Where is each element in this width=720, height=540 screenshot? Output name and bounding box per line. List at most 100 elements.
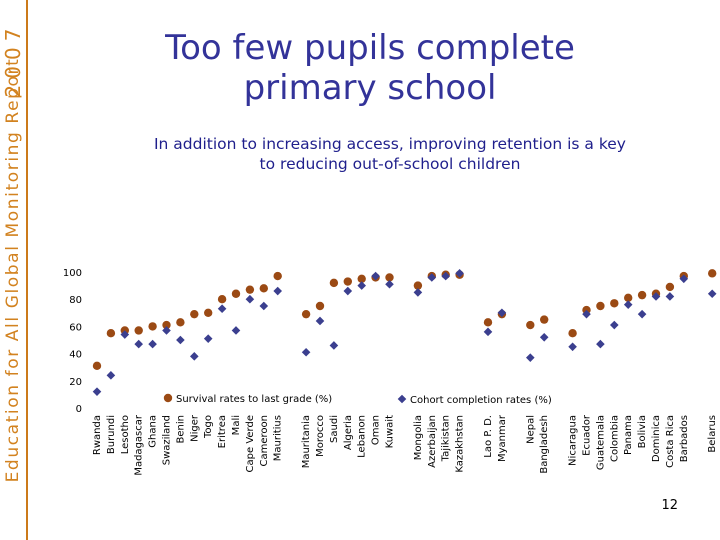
category-label: Ecuador [582, 414, 593, 456]
survival-rate-point [190, 309, 199, 319]
category-label: Algeria [343, 415, 354, 450]
cohort-completion-point [427, 273, 437, 282]
category-label: Ghana [148, 415, 159, 448]
category-label: Togo [203, 415, 214, 439]
y-tick-label: 20 [69, 377, 82, 388]
cohort-completion-point [483, 327, 493, 337]
cohort-completion-point [665, 292, 675, 301]
page-number: 12 [661, 498, 678, 513]
survival-rate-point [413, 281, 423, 290]
cohort-completion-point [637, 309, 647, 319]
legend-cohort-label: Cohort completion rates (%) [410, 395, 552, 406]
cohort-completion-point [231, 326, 241, 335]
survival-rate-point [665, 282, 675, 292]
category-label: Nepal [525, 415, 536, 444]
cohort-completion-point [623, 300, 633, 309]
y-tick-label: 40 [69, 350, 82, 361]
category-label: Myanmar [497, 414, 508, 462]
cohort-completion-point [217, 304, 227, 314]
survival-rate-point [343, 277, 352, 286]
category-label: Niger [189, 414, 200, 442]
category-label: Cape Verde [245, 415, 256, 472]
category-label: Swaziland [162, 415, 173, 465]
category-label: Saudi [329, 415, 340, 443]
survival-rate-point [329, 278, 339, 288]
cohort-completion-point [245, 294, 255, 304]
cohort-completion-point [315, 316, 325, 326]
category-label: Bolivia [637, 415, 648, 448]
survival-rate-point [610, 299, 619, 308]
slide-title-line-1: Too few pupils complete [165, 28, 575, 68]
category-label: Kuwait [385, 415, 396, 448]
category-label: Panama [623, 415, 634, 455]
survival-rate-point [708, 269, 717, 278]
cohort-completion-point [679, 274, 689, 284]
legend-survival-label: Survival rates to last grade (%) [176, 394, 332, 405]
survival-rate-point [624, 293, 633, 303]
category-label: Eritrea [217, 415, 228, 448]
cohort-completion-point [707, 289, 717, 299]
survival-rate-point [568, 329, 577, 338]
survival-rate-point [483, 318, 493, 327]
category-label: Costa Rica [665, 415, 676, 468]
category-label: Madagascar [134, 414, 145, 476]
y-tick-label: 0 [76, 404, 82, 415]
survival-rate-point [204, 308, 213, 317]
survival-rate-point [540, 315, 549, 324]
category-label: Mongolia [413, 415, 424, 460]
cohort-completion-point [539, 332, 549, 342]
category-label: Azerbaijan [427, 415, 438, 468]
category-label: Rwanda [92, 415, 103, 455]
cohort-completion-point [134, 339, 143, 349]
cohort-completion-point [106, 371, 116, 380]
survival-rate-point [526, 320, 535, 330]
cohort-completion-point [596, 339, 605, 349]
legend-cohort-marker [397, 394, 407, 404]
category-label: Mali [231, 415, 242, 435]
cohort-completion-point [329, 341, 339, 350]
survival-rate-point [134, 326, 143, 335]
category-label: Burundi [106, 415, 117, 454]
slide-title: Too few pupils complete primary school [60, 28, 680, 108]
y-tick-label: 100 [63, 268, 82, 279]
category-label: Dominica [651, 415, 662, 462]
category-label: Lesotho [120, 415, 131, 454]
slide-title-line-2: primary school [243, 68, 497, 108]
cohort-completion-point [148, 339, 157, 349]
cohort-completion-point [610, 320, 619, 330]
cohort-completion-point [413, 288, 423, 297]
y-tick-label: 60 [69, 322, 82, 333]
cohort-completion-point [455, 269, 464, 278]
slide-subtitle: In addition to increasing access, improv… [80, 134, 700, 174]
cohort-completion-point [162, 326, 171, 335]
category-label: Oman [371, 415, 382, 445]
y-tick-label: 80 [69, 295, 82, 306]
category-label: Mauritius [273, 415, 284, 461]
survival-rate-point [106, 329, 116, 338]
slide-subtitle-line-2: to reducing out-of-school children [259, 155, 521, 173]
survival-rate-point [596, 301, 605, 311]
category-label: Lao P. D. [483, 415, 494, 458]
survival-rate-point [273, 271, 282, 281]
survival-rate-point [357, 274, 366, 283]
cohort-completion-point [385, 279, 394, 289]
category-label: Kazakhstan [455, 415, 466, 473]
survival-rate-point [162, 320, 171, 330]
category-label: Lebanon [357, 415, 368, 458]
survival-rate-point [231, 289, 241, 298]
cohort-completion-point [176, 335, 185, 345]
side-band: 2007 Education for All Global Monitoring… [0, 0, 28, 540]
category-label: Mauritania [301, 415, 312, 468]
category-label: Benin [175, 415, 186, 443]
category-label: Guatemala [595, 415, 606, 470]
cohort-completion-point [526, 353, 535, 362]
cohort-completion-point [497, 308, 507, 318]
cohort-completion-point [273, 286, 282, 296]
cohort-completion-point [568, 342, 577, 352]
slide-subtitle-line-1: In addition to increasing access, improv… [153, 135, 626, 153]
category-label: Tajikistan [441, 415, 452, 462]
category-label: Bangladesh [539, 415, 550, 474]
cohort-completion-point [120, 330, 130, 339]
cohort-completion-point [651, 292, 661, 301]
